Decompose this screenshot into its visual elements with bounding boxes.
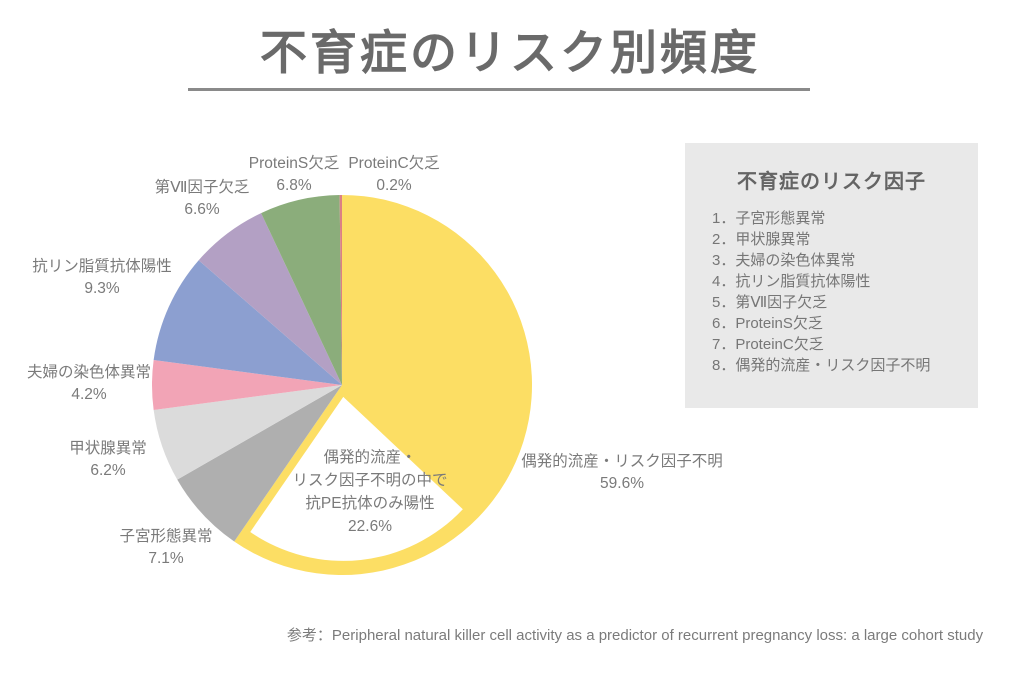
- legend-item: 8．偶発的流産・リスク因子不明: [712, 357, 931, 374]
- pie-label-factor-vii-deficiency: 第Ⅶ因子欠乏 6.6%: [155, 177, 250, 221]
- pie-sub-slice-highlight: [250, 396, 463, 561]
- pie-slice-1: [177, 385, 342, 542]
- pie-label-text: ProteinS欠乏: [248, 155, 340, 172]
- pie-label-couple-chromosome-abnormality: 夫婦の染色体異常 4.2%: [27, 362, 151, 406]
- pie-label-pct: 59.6%: [600, 475, 644, 492]
- legend-title: 不育症のリスク因子: [737, 171, 926, 193]
- legend-item: 6．ProteinS欠乏: [712, 315, 823, 332]
- pie-label-thyroid-abnormality: 甲状腺異常 6.2%: [69, 438, 147, 482]
- pie-label-text: 偶発的流産・リスク因子不明: [521, 453, 723, 470]
- pie-label-pct: 22.6%: [348, 518, 392, 535]
- risk-factor-legend-box: 不育症のリスク因子 1．子宮形態異常 2．甲状腺異常 3．夫婦の染色体異常 4．…: [685, 143, 978, 408]
- pie-label-text: 第Ⅶ因子欠乏: [154, 179, 250, 196]
- pie-label-text: 子宮形態異常: [119, 528, 213, 545]
- pie-label-proteinc-deficiency: ProteinC欠乏 0.2%: [348, 153, 439, 197]
- pie-slice-5: [198, 213, 342, 385]
- page-title: 不育症のリスク別頻度: [260, 26, 760, 79]
- pie-chart: [151, 195, 533, 575]
- pie-label-pct: 0.2%: [376, 177, 412, 194]
- pie-slice-6: [261, 195, 342, 385]
- pie-label-text: 抗PE抗体のみ陽性: [305, 495, 435, 512]
- pie-label-proteins-deficiency: ProteinS欠乏 6.8%: [249, 153, 339, 197]
- legend-item: 5．第Ⅶ因子欠乏: [712, 294, 828, 311]
- pie-label-text: 偶発的流産・: [323, 449, 417, 466]
- pie-label-pct: 6.6%: [184, 201, 220, 218]
- legend-item: 3．夫婦の染色体異常: [712, 252, 856, 269]
- pie-label-sporadic-unknown-risk: 偶発的流産・リスク因子不明 59.6%: [521, 451, 723, 495]
- pie-label-pct: 9.3%: [84, 280, 120, 297]
- pie-label-text: 夫婦の染色体異常: [26, 364, 152, 381]
- pie-label-pct: 6.2%: [90, 462, 126, 479]
- pie-slice-2: [153, 385, 342, 480]
- legend-item: 4．抗リン脂質抗体陽性: [712, 273, 871, 290]
- pie-label-antiphospholipid-positive: 抗リン脂質抗体陽性 9.3%: [32, 256, 172, 300]
- pie-label-text: ProteinC欠乏: [348, 155, 440, 172]
- pie-label-text: リスク因子不明の中で: [292, 472, 448, 489]
- pie-label-pct: 7.1%: [148, 550, 184, 567]
- reference-citation: 参考：Peripheral natural killer cell activi…: [286, 627, 984, 644]
- legend-item: 2．甲状腺異常: [712, 231, 811, 248]
- pie-label-uterine-anomaly: 子宮形態異常 7.1%: [119, 526, 212, 570]
- pie-label-text: 抗リン脂質抗体陽性: [32, 258, 172, 275]
- legend-item: 7．ProteinC欠乏: [712, 336, 824, 353]
- title-underline: [188, 88, 810, 91]
- pie-slice-4: [153, 260, 342, 385]
- pie-label-text: 甲状腺異常: [69, 440, 147, 457]
- pie-label-pct: 6.8%: [276, 177, 312, 194]
- pie-slice-7: [339, 195, 342, 385]
- pie-label-pct: 4.2%: [71, 386, 107, 403]
- legend-item: 1．子宮形態異常: [712, 210, 826, 227]
- pie-label-anti-pe-antibody-sub-slice: 偶発的流産・ リスク因子不明の中で 抗PE抗体のみ陽性 22.6%: [292, 446, 447, 538]
- pie-slice-3: [151, 360, 342, 410]
